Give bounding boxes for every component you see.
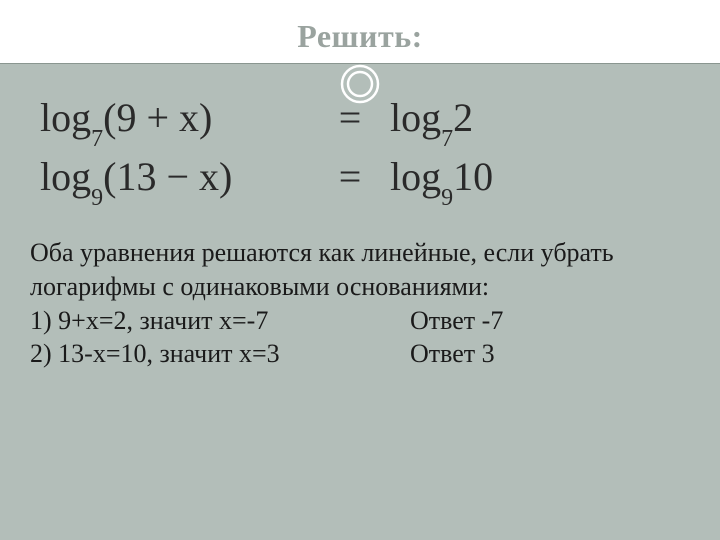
log-prefix: log [40,95,91,140]
log-subscript: 7 [91,126,103,152]
equation-left: log7(9 + x) [40,94,310,147]
log-arg: (9 + x) [103,95,212,140]
solution-work: 2) 13-x=10, значит x=3 [30,337,410,371]
log-val: 2 [453,95,473,140]
log-subscript: 9 [91,185,103,211]
equation-right: log910 [390,153,493,206]
explanation-block: Оба уравнения решаются как линейные, есл… [0,216,720,371]
equation-left: log9(13 − x) [40,153,310,206]
slide: Решить: log7(9 + x) = log72 log9(13 − x)… [0,0,720,540]
log-val: 10 [453,154,493,199]
solution-work: 1) 9+x=2, значит x=-7 [30,304,410,338]
solution-answer: Ответ -7 [410,304,503,338]
log-arg: (13 − x) [103,154,232,199]
solution-row: 1) 9+x=2, значит x=-7 Ответ -7 [30,304,690,338]
log-prefix: log [390,154,441,199]
slide-title: Решить: [0,18,720,55]
title-area: Решить: [0,0,720,64]
equation-row: log9(13 − x) = log910 [40,153,680,206]
log-prefix: log [390,95,441,140]
solution-row: 2) 13-x=10, значит x=3 Ответ 3 [30,337,690,371]
log-prefix: log [40,154,91,199]
equals-sign: = [310,153,390,200]
solution-answer: Ответ 3 [410,337,495,371]
ornament-icon [338,62,382,106]
log-subscript: 9 [441,185,453,211]
explanation-intro: Оба уравнения решаются как линейные, есл… [30,236,690,304]
log-subscript: 7 [441,126,453,152]
equation-right: log72 [390,94,473,147]
